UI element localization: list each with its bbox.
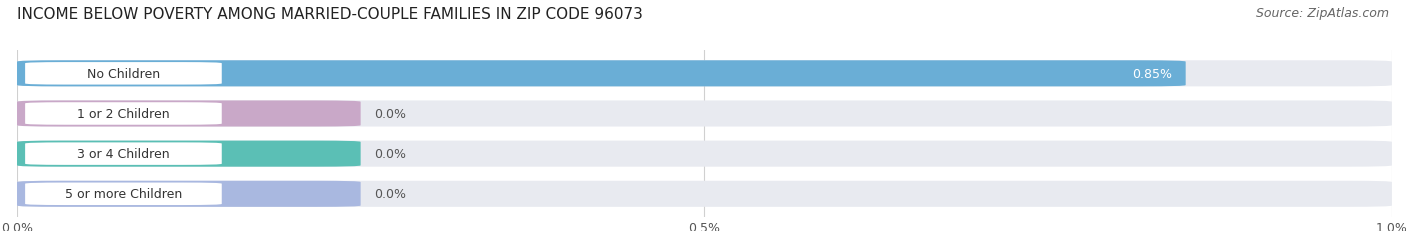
FancyBboxPatch shape (17, 101, 1392, 127)
Text: 0.0%: 0.0% (374, 148, 406, 161)
FancyBboxPatch shape (17, 61, 1392, 87)
Text: INCOME BELOW POVERTY AMONG MARRIED-COUPLE FAMILIES IN ZIP CODE 96073: INCOME BELOW POVERTY AMONG MARRIED-COUPL… (17, 7, 643, 22)
FancyBboxPatch shape (25, 183, 222, 205)
FancyBboxPatch shape (25, 63, 222, 85)
FancyBboxPatch shape (25, 143, 222, 165)
FancyBboxPatch shape (25, 103, 222, 125)
Text: 5 or more Children: 5 or more Children (65, 188, 181, 201)
Text: 3 or 4 Children: 3 or 4 Children (77, 148, 170, 161)
Text: 0.0%: 0.0% (374, 188, 406, 201)
FancyBboxPatch shape (17, 181, 1392, 207)
FancyBboxPatch shape (17, 61, 1185, 87)
FancyBboxPatch shape (17, 141, 1392, 167)
Text: 1 or 2 Children: 1 or 2 Children (77, 107, 170, 120)
Text: 0.0%: 0.0% (374, 107, 406, 120)
FancyBboxPatch shape (17, 101, 360, 127)
FancyBboxPatch shape (17, 141, 360, 167)
Text: No Children: No Children (87, 67, 160, 80)
Text: Source: ZipAtlas.com: Source: ZipAtlas.com (1256, 7, 1389, 20)
FancyBboxPatch shape (17, 181, 360, 207)
Text: 0.85%: 0.85% (1132, 67, 1173, 80)
